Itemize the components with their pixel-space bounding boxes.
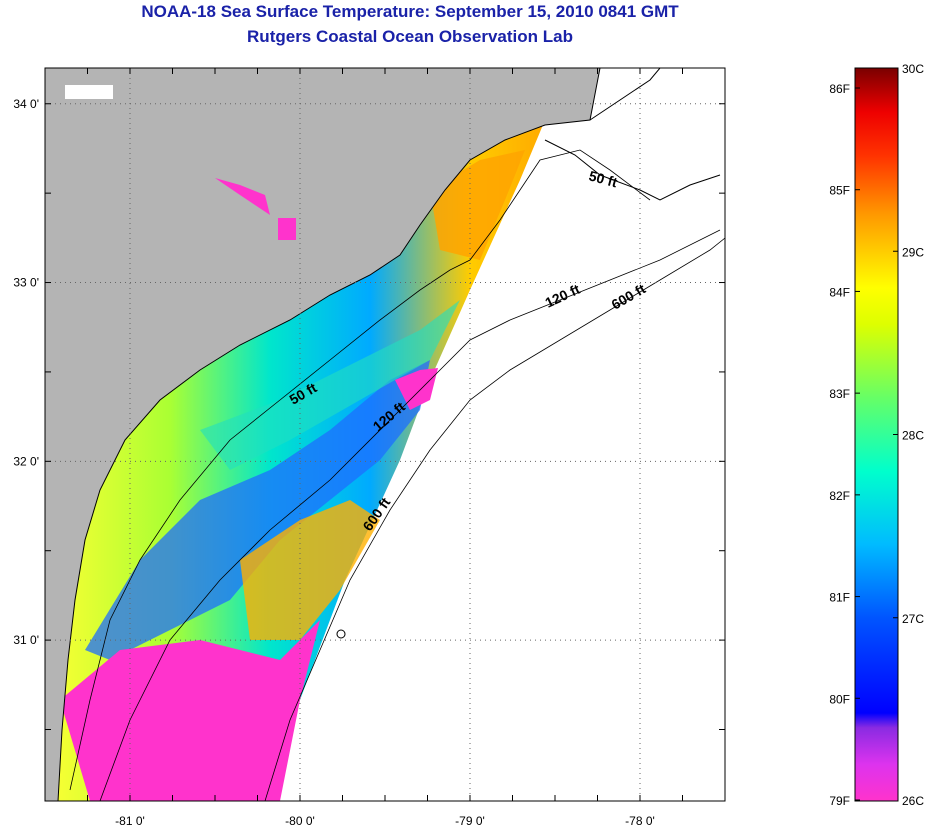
lat-label: 32 0' bbox=[13, 454, 39, 468]
sst-cyan-band bbox=[200, 300, 460, 470]
colorbar-f-label: 81F bbox=[829, 591, 850, 605]
axis-ticks bbox=[44, 68, 726, 801]
colorbar-celsius-labels: 30C 29C 28C 27C 26C bbox=[893, 62, 924, 808]
colorbar-f-label: 85F bbox=[829, 184, 850, 198]
sst-pink-south bbox=[60, 620, 320, 801]
colorbar bbox=[855, 68, 898, 801]
longitude-labels: -81 0' -80 0' -79 0' -78 0' bbox=[115, 814, 655, 828]
colorbar-c-label: 26C bbox=[902, 794, 924, 808]
sst-cool-band bbox=[85, 360, 430, 660]
colorbar-c-label: 30C bbox=[902, 62, 924, 76]
colorbar-f-label: 84F bbox=[829, 285, 850, 299]
land-mass bbox=[45, 68, 600, 801]
contour-120ft bbox=[99, 229, 721, 801]
colorbar-c-label: 27C bbox=[902, 612, 924, 626]
colorbar-f-label: 82F bbox=[829, 489, 850, 503]
lat-label: 33 0' bbox=[13, 276, 39, 290]
colorbar-fahrenheit-labels: 86F 85F 84F 83F 82F 81F 80F 79F bbox=[829, 82, 860, 808]
colorbar-f-label: 79F bbox=[829, 794, 850, 808]
colorbar-f-label: 83F bbox=[829, 387, 850, 401]
coastline bbox=[57, 68, 601, 801]
contour-50ft bbox=[69, 149, 651, 791]
coastline-north bbox=[544, 68, 721, 201]
sst-warm-patch-south bbox=[240, 500, 380, 640]
colorbar-c-label: 28C bbox=[902, 429, 924, 443]
lon-label: -80 0' bbox=[285, 814, 315, 828]
latitude-labels: 34 0' 33 0' 32 0' 31 0' bbox=[13, 97, 39, 647]
sst-pink-patch bbox=[395, 368, 438, 410]
lon-label: -78 0' bbox=[625, 814, 655, 828]
lat-label: 34 0' bbox=[13, 97, 39, 111]
data-gap-marker bbox=[65, 85, 113, 99]
lon-label: -79 0' bbox=[455, 814, 485, 828]
map-title: NOAA-18 Sea Surface Temperature: Septemb… bbox=[141, 2, 679, 21]
map-subtitle: Rutgers Coastal Ocean Observation Lab bbox=[247, 27, 573, 46]
grid-lines bbox=[45, 68, 725, 801]
lat-label: 31 0' bbox=[13, 633, 39, 647]
colorbar-f-label: 86F bbox=[829, 82, 850, 96]
colorbar-f-label: 80F bbox=[829, 692, 850, 706]
colorbar-c-label: 29C bbox=[902, 245, 924, 259]
inland-lake bbox=[278, 218, 296, 240]
lon-label: -81 0' bbox=[115, 814, 145, 828]
contour-600ft bbox=[264, 237, 725, 801]
contour-label-50ft: 50 ft bbox=[587, 167, 619, 190]
inland-water bbox=[215, 178, 270, 215]
small-island bbox=[336, 629, 346, 639]
